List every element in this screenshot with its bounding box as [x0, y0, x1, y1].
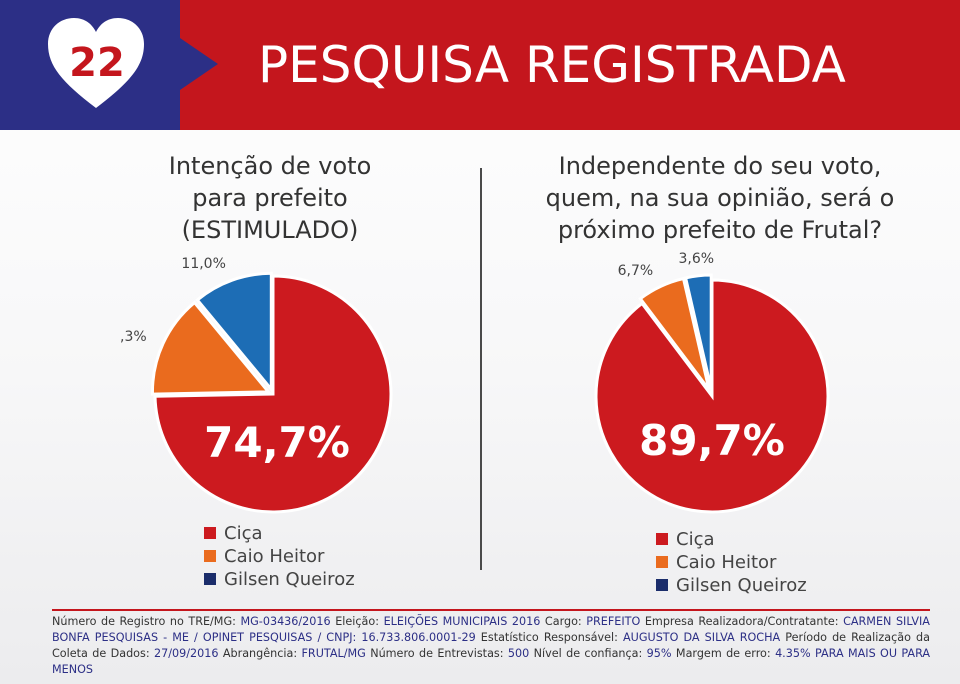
pie-value-label: 89,7% [639, 416, 785, 465]
pie-chart-right: 89,7% 6,7% 3,6% [594, 251, 830, 514]
legend-item: Caio Heitor [204, 545, 355, 567]
page-title: PESQUISA REGISTRADA [258, 36, 846, 94]
legend-swatch [656, 533, 668, 545]
question-left-line: para prefeito [192, 184, 348, 212]
footer-value: 27/09/2016 [153, 647, 219, 660]
legend-item: Caio Heitor [656, 551, 807, 573]
footer-value: PREFEITO [586, 615, 641, 628]
legend-swatch [204, 573, 216, 585]
legend-label: Ciça [676, 528, 715, 550]
footer-value: ELEIÇÕES MUNICIPAIS 2016 [383, 615, 541, 628]
legend-label: Caio Heitor [224, 545, 325, 567]
question-left: Intenção de voto para prefeito (ESTIMULA… [110, 150, 430, 246]
question-right: Independente do seu voto, quem, na sua o… [520, 150, 920, 246]
pie-value-label: 74,7% [204, 418, 350, 467]
pie-value-label: 11,0% [181, 256, 225, 272]
pie-chart-left: 74,7% 14,3% 11,0% [120, 256, 393, 514]
question-right-line: próximo prefeito de Frutal? [557, 216, 883, 244]
footer-value: FRUTAL/MG [301, 647, 366, 660]
header-red-panel [180, 0, 960, 130]
footer-label: Eleição: [335, 615, 380, 628]
pie-slice-caio-heitor [638, 276, 711, 391]
legend-item: Gilsen Queiroz [204, 568, 355, 590]
center-divider [480, 168, 482, 570]
legend-left: Ciça Caio Heitor Gilsen Queiroz [204, 522, 355, 591]
footer-label: Estatístico Responsável: [480, 631, 618, 644]
footer-value: 4.35% PARA MAIS OU PARA MENOS [52, 647, 931, 676]
legend-item: Ciça [656, 528, 807, 550]
pie-slice-ci-a [153, 274, 393, 514]
footer-value: AUGUSTO DA SILVA ROCHA [623, 631, 781, 644]
legend-item: Gilsen Queiroz [656, 574, 807, 596]
footer-registration-text: Número de Registro no TRE/MG: MG-03436/2… [52, 614, 930, 678]
pie-slice-gilsen-queiroz [195, 271, 273, 394]
pie-slice-gilsen-queiroz [683, 273, 713, 390]
footer-label: Empresa Realizadora/Contratante: [644, 615, 839, 628]
pie-value-label: 14,3% [120, 329, 147, 345]
footer-value: 500 [507, 647, 530, 660]
legend-right: Ciça Caio Heitor Gilsen Queiroz [656, 528, 807, 597]
legend-swatch [204, 550, 216, 562]
footer-label: Número de Registro no TRE/MG: [52, 615, 236, 628]
legend-label: Caio Heitor [676, 551, 777, 573]
question-right-line: quem, na sua opinião, será o [545, 184, 895, 212]
header-arrow-shape [180, 38, 218, 90]
question-right-line: Independente do seu voto, [558, 152, 882, 180]
footer-label: Margem de erro: [675, 647, 771, 660]
legend-item: Ciça [204, 522, 355, 544]
legend-label: Gilsen Queiroz [676, 574, 807, 596]
legend-label: Gilsen Queiroz [224, 568, 355, 590]
footer-divider [52, 609, 930, 611]
question-left-line: Intenção de voto [168, 152, 372, 180]
footer-label: Período de Realização da Coleta de Dados… [52, 631, 930, 660]
question-left-line: (ESTIMULADO) [181, 216, 359, 244]
legend-swatch [656, 579, 668, 591]
legend-swatch [204, 527, 216, 539]
legend-swatch [656, 556, 668, 568]
pie-slice-ci-a [594, 278, 830, 514]
header-banner: 22 PESQUISA REGISTRADA [0, 0, 960, 130]
footer-label: Nível de confiança: [533, 647, 643, 660]
pie-value-label: 3,6% [679, 251, 715, 267]
pie-value-label: 6,7% [618, 263, 654, 279]
footer-value: MG-03436/2016 [240, 615, 331, 628]
logo-number: 22 [69, 40, 125, 86]
footer-label: Abrangência: [222, 647, 298, 660]
footer-label: Cargo: [544, 615, 582, 628]
heart-logo-icon: 22 [48, 18, 144, 108]
legend-label: Ciça [224, 522, 263, 544]
pie-slice-caio-heitor [150, 300, 272, 396]
footer-value: 95% [646, 647, 672, 660]
footer-label: Número de Entrevistas: [370, 647, 504, 660]
footer-value: CARMEN SILVIA BONFA PESQUISAS - ME / OPI… [52, 615, 930, 644]
